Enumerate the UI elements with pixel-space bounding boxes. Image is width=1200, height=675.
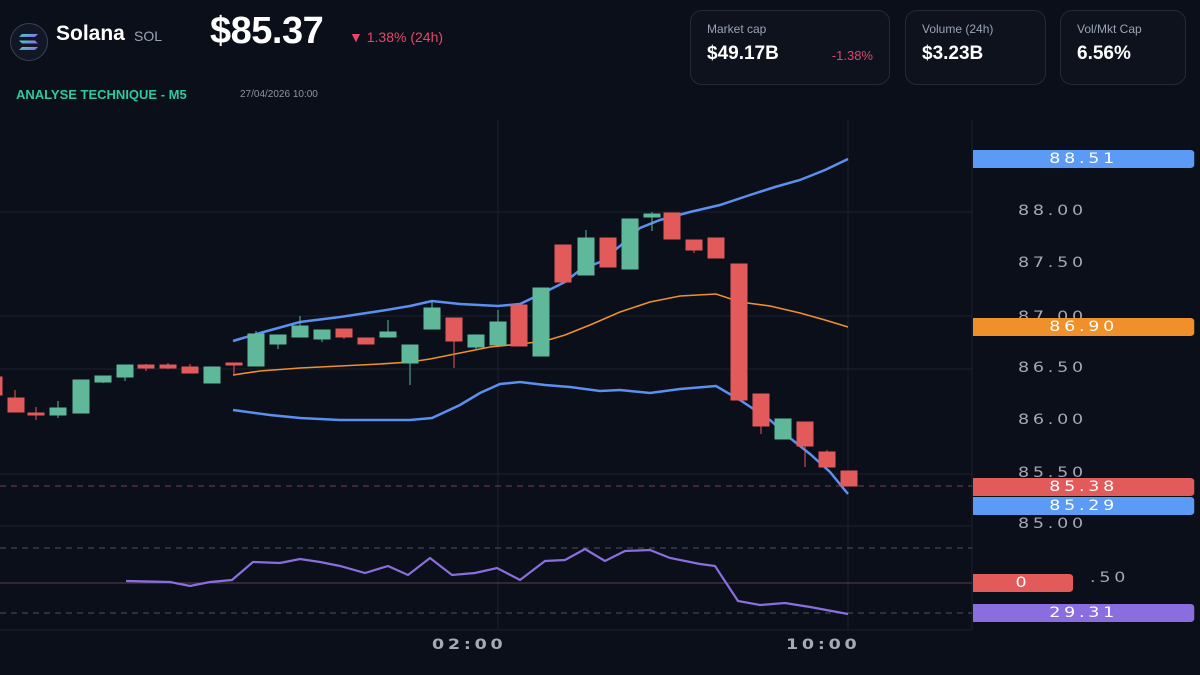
vol-mkt-cap-value: 6.56% xyxy=(1077,43,1131,64)
y-tick-86-00: 86.00 xyxy=(1018,412,1087,428)
rsi-line xyxy=(125,547,849,616)
candlesticks xyxy=(0,212,858,487)
timestamp: 27/04/2026 10:00 xyxy=(240,89,318,100)
last-price-tag: 85.38 xyxy=(973,478,1195,496)
price-chart[interactable] xyxy=(0,110,1200,675)
bb-upper-tag: 88.51 xyxy=(973,150,1195,168)
y-tick-87-50: 87.50 xyxy=(1018,255,1087,271)
vol-mkt-cap-label: Vol/Mkt Cap xyxy=(1077,22,1142,36)
bollinger-upper-line xyxy=(232,157,849,343)
volume-card: Volume (24h) $3.23B xyxy=(905,10,1046,85)
moving-average-line xyxy=(232,293,849,376)
volume-label: Volume (24h) xyxy=(922,22,994,36)
y-tick-88-00: 88.00 xyxy=(1018,203,1087,219)
solana-logo-icon xyxy=(10,23,48,61)
bollinger-lower-line xyxy=(232,380,849,495)
x-tick-1000: 10:00 xyxy=(786,637,861,653)
bb-lower-tag: 85.29 xyxy=(973,497,1195,515)
current-price: $85.37 xyxy=(210,10,324,52)
x-tick-0200: 02:00 xyxy=(432,637,507,653)
section-title: ANALYSE TECHNIQUE - M5 xyxy=(16,87,187,102)
market-cap-label: Market cap xyxy=(707,22,767,36)
rsi-tick: .50 xyxy=(1090,570,1130,586)
ma-tag: 86.90 xyxy=(973,318,1195,336)
grid xyxy=(0,120,973,631)
vol-mkt-cap-card: Vol/Mkt Cap 6.56% xyxy=(1060,10,1186,85)
market-cap-change: -1.38% xyxy=(831,48,873,63)
coin-name: Solana xyxy=(56,22,125,45)
y-tick-85-00: 85.00 xyxy=(1018,516,1087,532)
market-cap-value: $49.17B xyxy=(707,43,779,64)
price-change-24h: ▼ 1.38% (24h) xyxy=(349,29,444,45)
y-tick-86-50: 86.50 xyxy=(1018,360,1087,376)
market-cap-card: Market cap $49.17B -1.38% xyxy=(690,10,890,85)
y-tick-85-50: 85.50 xyxy=(1018,465,1087,481)
coin-symbol: SOL xyxy=(134,28,163,44)
volume-value: $3.23B xyxy=(922,43,984,64)
header: Solana SOL $85.37 ▼ 1.38% (24h) ANALYSE … xyxy=(0,0,1200,110)
rsi-zero-tag: 0 xyxy=(973,574,1073,592)
rsi-tag: 29.31 xyxy=(973,604,1195,622)
